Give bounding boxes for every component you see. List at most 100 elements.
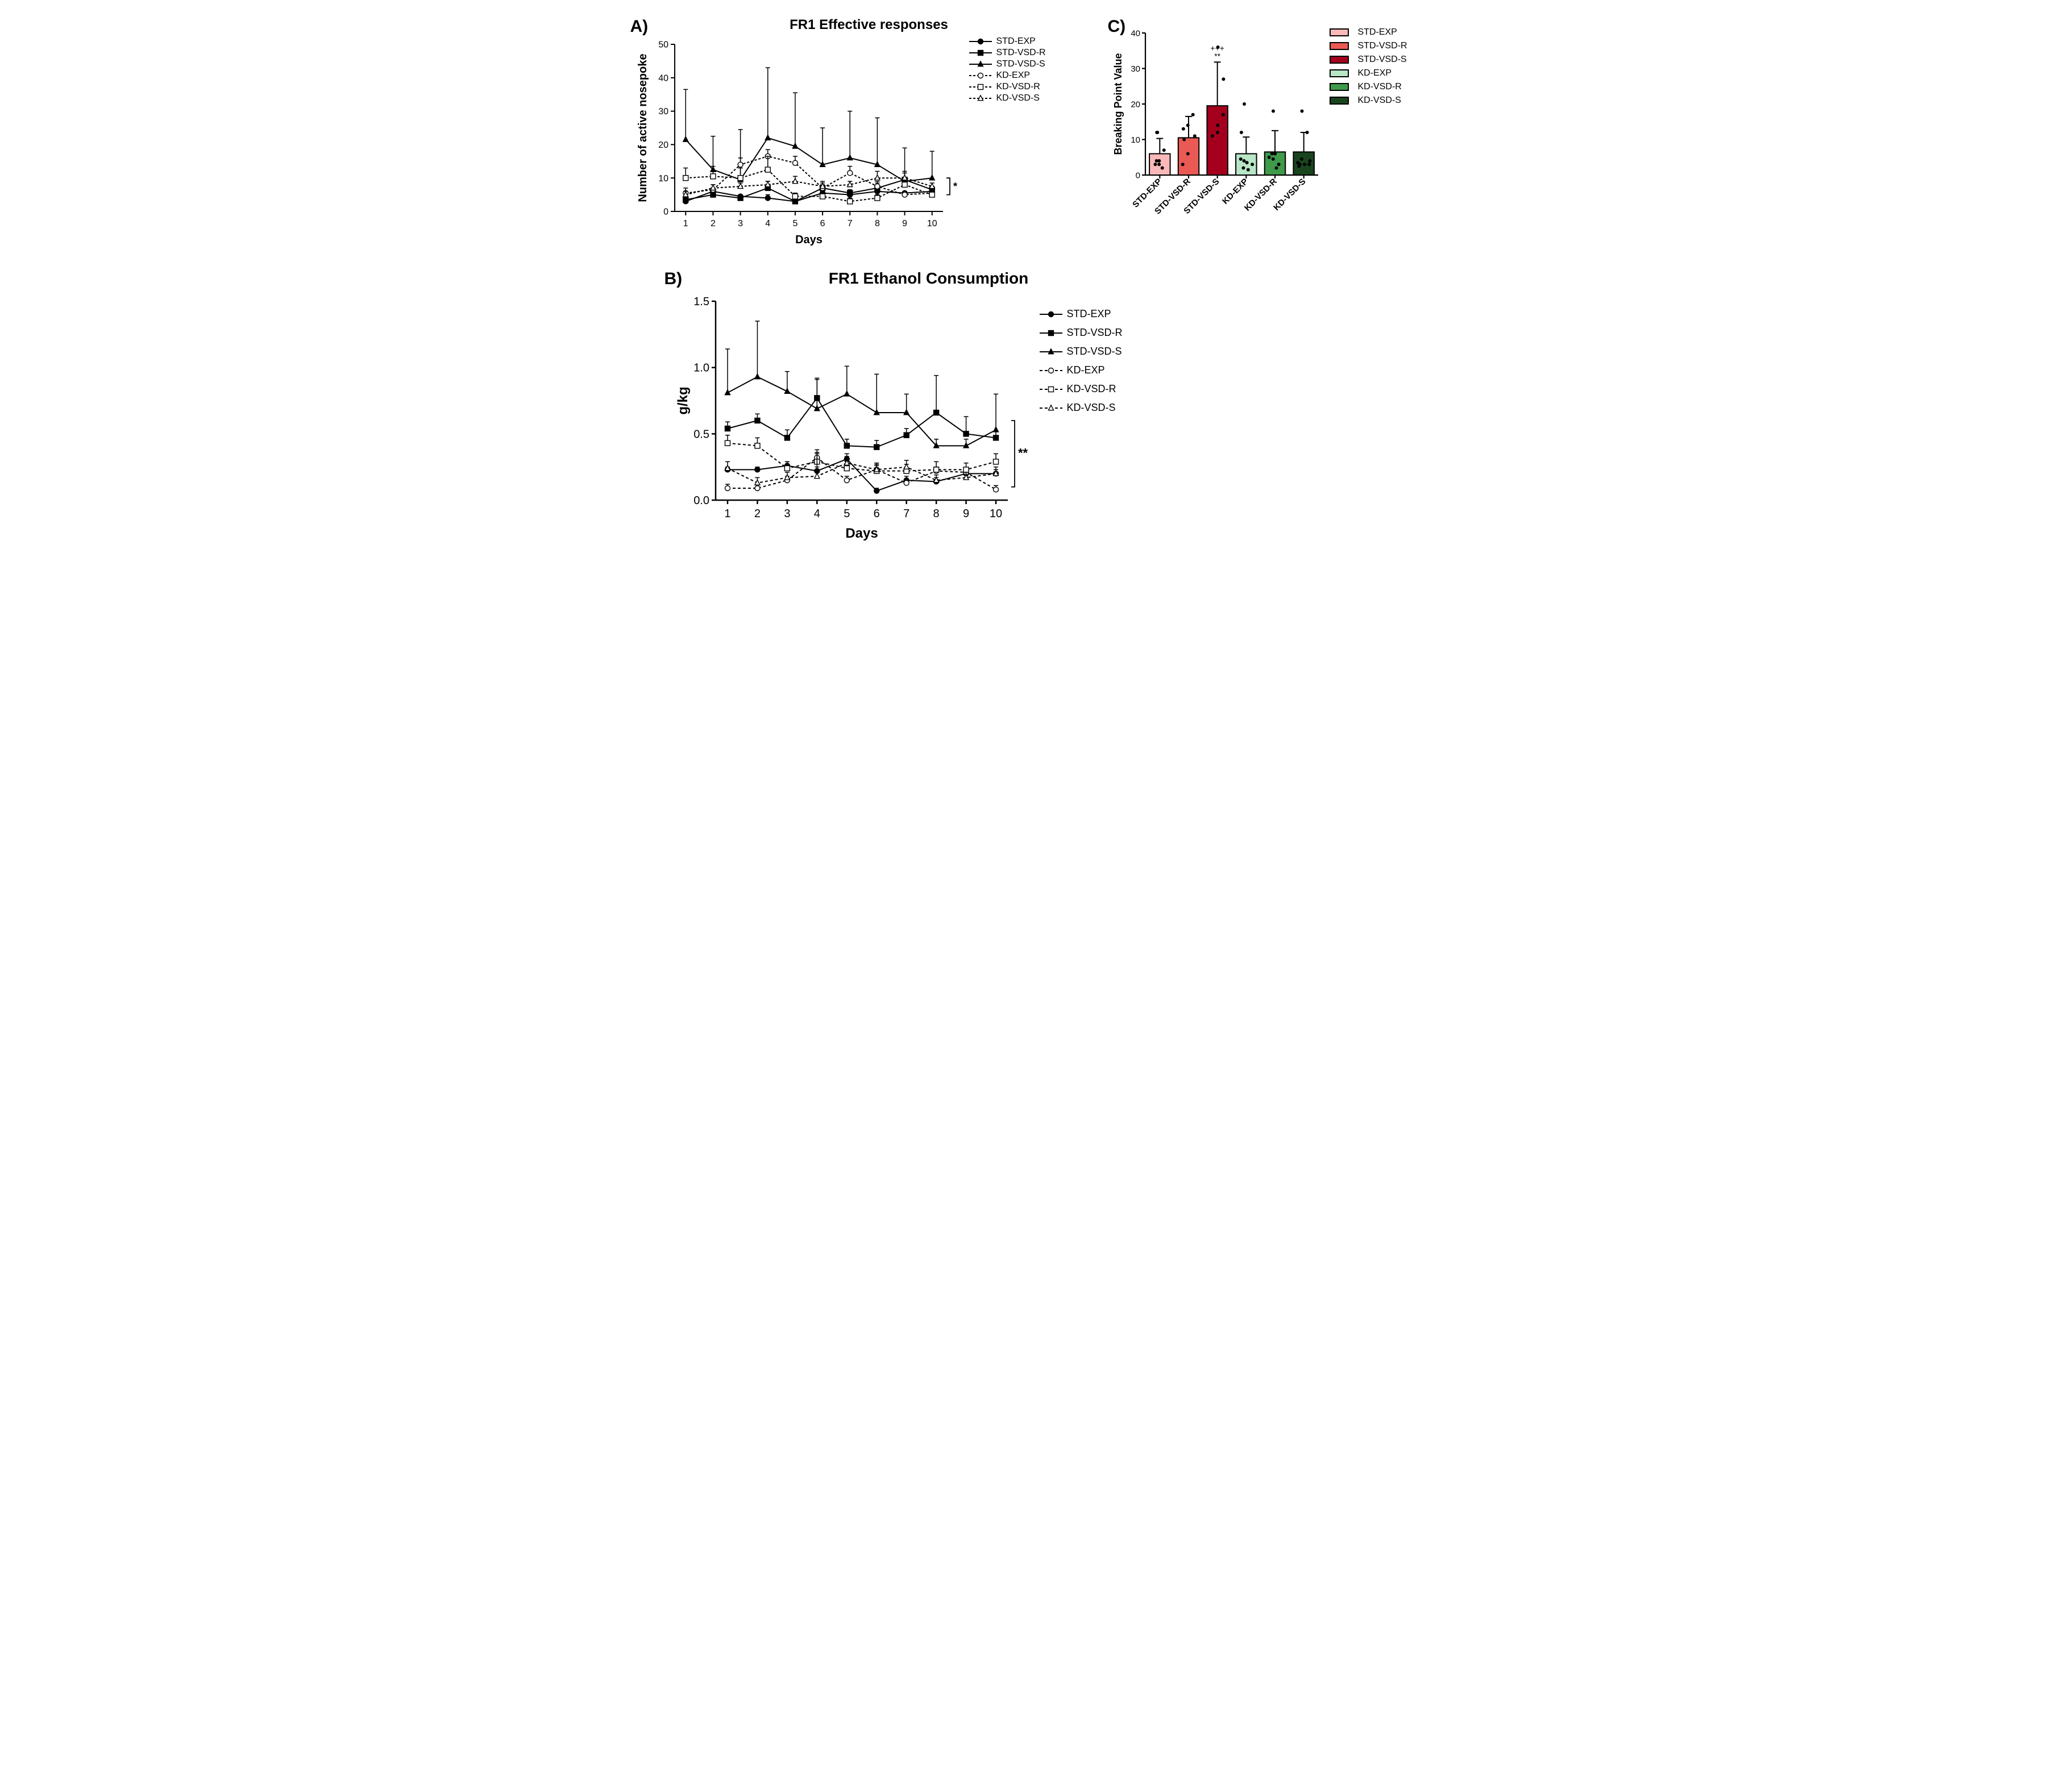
panel-a-title: FR1 Effective responses	[653, 17, 1085, 33]
legend-swatch	[1040, 310, 1062, 318]
legend-swatch	[969, 60, 992, 68]
legend-swatch	[969, 38, 992, 45]
panel-c-label: C)	[1108, 17, 1126, 36]
legend-swatch	[1330, 97, 1349, 105]
panel-b: B) FR1 Ethanol Consumption g/kg 0.0 0.5 1.0…	[664, 269, 1176, 541]
figure: A) FR1 Effective responses Number of act…	[630, 17, 1426, 541]
legend-label: KD-EXP	[1358, 68, 1392, 78]
svg-text:30: 30	[658, 107, 668, 117]
legend-item: KD-VSD-R	[1040, 383, 1123, 395]
legend-swatch	[1330, 56, 1349, 64]
svg-text:20: 20	[1131, 99, 1140, 109]
svg-text:Days: Days	[795, 234, 823, 246]
legend-swatch	[969, 72, 992, 80]
legend-item: KD-VSD-S	[1040, 402, 1123, 414]
svg-text:6: 6	[873, 508, 879, 520]
svg-text:1: 1	[724, 508, 730, 520]
svg-text:Days: Days	[845, 526, 878, 541]
svg-text:8: 8	[874, 219, 879, 228]
legend-swatch	[1040, 348, 1062, 356]
legend-b: STD-EXP STD-VSD-R STD-VSD-S KD-EXP KD-VSD-R K…	[1028, 291, 1123, 421]
svg-text:0: 0	[1135, 171, 1140, 180]
panel-a: A) FR1 Effective responses Number of act…	[630, 17, 1085, 247]
legend-label: STD-EXP	[1067, 308, 1111, 320]
svg-text:10: 10	[927, 219, 937, 228]
svg-text:5: 5	[844, 508, 850, 520]
svg-text:1.0: 1.0	[693, 362, 709, 375]
legend-label: STD-VSD-R	[1067, 327, 1123, 339]
legend-swatch	[1330, 28, 1349, 36]
svg-text:**: **	[1214, 51, 1220, 60]
legend-item: KD-VSD-S	[1330, 95, 1407, 106]
legend-swatch	[1330, 69, 1349, 77]
legend-item: KD-EXP	[1330, 68, 1407, 78]
svg-text:7: 7	[847, 219, 852, 228]
legend-swatch	[1040, 367, 1062, 375]
svg-text:1: 1	[683, 219, 688, 228]
svg-text:10: 10	[989, 508, 1002, 520]
svg-text:2: 2	[710, 219, 715, 228]
svg-text:2: 2	[754, 508, 760, 520]
legend-swatch	[969, 49, 992, 57]
legend-label: KD-VSD-R	[996, 82, 1040, 92]
legend-label: KD-VSD-S	[1067, 402, 1116, 414]
svg-text:50: 50	[658, 40, 668, 50]
legend-label: STD-VSD-S	[1358, 55, 1407, 65]
legend-swatch	[969, 83, 992, 91]
legend-label: STD-EXP	[996, 36, 1036, 47]
svg-text:9: 9	[963, 508, 969, 520]
panel-a-label: A)	[630, 17, 649, 36]
svg-text:4: 4	[765, 219, 770, 228]
svg-text:*: *	[953, 181, 957, 192]
panel-c: C) Breaking Point Value010203040STD-EXPS…	[1108, 17, 1426, 247]
legend-label: KD-VSD-R	[1358, 82, 1402, 92]
legend-label: STD-VSD-S	[1067, 346, 1122, 357]
panel-b-label: B)	[664, 269, 683, 289]
svg-text:Number of active nosepoke: Number of active nosepoke	[637, 53, 649, 202]
svg-text:3: 3	[784, 508, 790, 520]
legend-item: STD-EXP	[1040, 308, 1123, 320]
svg-text:5: 5	[792, 219, 798, 228]
legend-item: KD-VSD-R	[1330, 82, 1407, 92]
svg-text:10: 10	[658, 174, 668, 184]
legend-item: STD-EXP	[969, 36, 1046, 47]
legend-item: STD-VSD-S	[969, 59, 1046, 69]
svg-text:7: 7	[903, 508, 909, 520]
chart-a: Number of active nosepoke010203040501234…	[630, 36, 960, 247]
svg-text:10: 10	[1131, 135, 1140, 145]
svg-text:6: 6	[820, 219, 825, 228]
legend-item: KD-VSD-R	[969, 82, 1046, 92]
legend-item: KD-VSD-S	[969, 93, 1046, 103]
legend-item: STD-VSD-S	[1040, 346, 1123, 357]
legend-swatch	[1040, 329, 1062, 337]
legend-label: KD-EXP	[996, 70, 1031, 81]
svg-text:8: 8	[933, 508, 939, 520]
chart-b: g/kg0.00.51.01.512345678910Days**	[664, 291, 1028, 541]
legend-swatch	[969, 94, 992, 102]
svg-text:0: 0	[663, 207, 668, 217]
svg-text:0.0: 0.0	[693, 494, 709, 507]
legend-label: KD-VSD-S	[996, 93, 1040, 103]
legend-swatch	[1330, 83, 1349, 91]
legend-label: STD-VSD-R	[996, 48, 1046, 58]
legend-label: STD-VSD-S	[996, 59, 1045, 69]
legend-label: STD-EXP	[1358, 27, 1397, 38]
svg-text:4: 4	[813, 508, 820, 520]
svg-text:KD-EXP: KD-EXP	[1220, 177, 1250, 206]
svg-text:40: 40	[1131, 28, 1140, 38]
legend-label: STD-VSD-R	[1358, 41, 1407, 51]
svg-text:g/kg: g/kg	[675, 386, 691, 414]
legend-swatch	[1330, 42, 1349, 50]
legend-item: KD-EXP	[969, 70, 1046, 81]
legend-item: STD-VSD-R	[1040, 327, 1123, 339]
legend-c: STD-EXP STD-VSD-R STD-VSD-S KD-EXP KD-VSD-R K…	[1324, 22, 1407, 109]
svg-text:**: **	[1018, 446, 1028, 460]
svg-text:3: 3	[738, 219, 743, 228]
legend-swatch	[1040, 385, 1062, 393]
legend-item: STD-EXP	[1330, 27, 1407, 38]
panel-b-title: FR1 Ethanol Consumption	[682, 269, 1176, 288]
legend-label: KD-EXP	[1067, 364, 1105, 376]
svg-text:Breaking Point Value: Breaking Point Value	[1112, 53, 1124, 155]
svg-text:0.5: 0.5	[693, 428, 709, 440]
legend-item: STD-VSD-S	[1330, 55, 1407, 65]
